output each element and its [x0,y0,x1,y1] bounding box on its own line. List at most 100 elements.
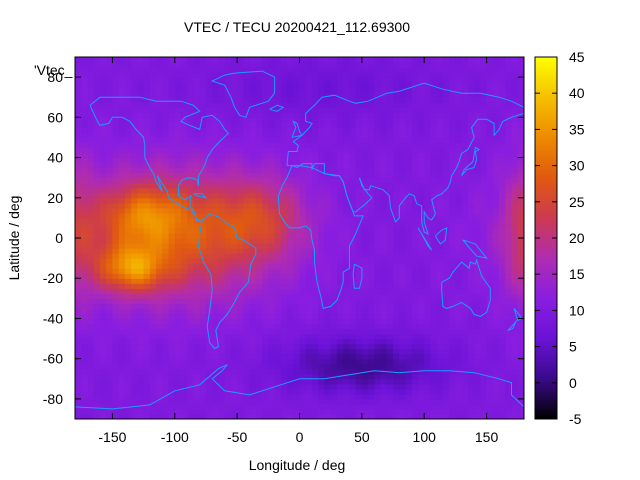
heatmap-cell [393,388,400,395]
heatmap-cell [361,388,369,395]
heatmap-cell [299,137,307,144]
heatmap-cell [393,87,400,93]
heatmap-cell [280,87,288,93]
heatmap-cell [174,268,182,274]
heatmap-cell [181,192,188,199]
heatmap-cell [480,383,488,390]
heatmap-cell [499,107,506,113]
heatmap-cell [318,132,326,139]
heatmap-cell [187,403,195,410]
heatmap-cell [212,152,220,159]
heatmap-cell [393,227,400,234]
heatmap-cell [467,232,475,239]
heatmap-cell [156,217,163,224]
heatmap-cell [106,413,114,419]
heatmap-cell [361,152,369,159]
heatmap-cell [405,373,413,380]
heatmap-cell [199,243,207,249]
heatmap-cell [417,273,425,279]
heatmap-cell [299,348,307,355]
heatmap-cell [311,393,319,400]
heatmap-cell [181,227,188,234]
heatmap-cell [449,107,457,113]
heatmap-cell [255,378,263,385]
heatmap-cell [81,67,89,73]
heatmap-cell [280,298,288,304]
heatmap-cell [93,142,101,149]
heatmap-cell [262,112,269,118]
heatmap-cell [436,398,444,405]
heatmap-cell [187,92,195,98]
heatmap-cell [380,373,388,380]
heatmap-cell [99,112,107,118]
heatmap-cell [455,333,463,340]
heatmap-cell [224,313,232,320]
heatmap-cell [430,393,438,400]
heatmap-cell [517,298,524,304]
heatmap-cell [193,167,201,174]
heatmap-cell [399,187,407,194]
heatmap-cell [249,313,257,320]
heatmap-cell [405,328,413,335]
heatmap-cell [162,227,170,234]
heatmap-cell [243,187,251,194]
heatmap-cell [149,182,157,189]
heatmap-cell [218,248,226,254]
heatmap-cell [399,403,407,410]
heatmap-cell [174,172,182,179]
heatmap-cell [199,338,207,345]
heatmap-cell [436,162,444,169]
heatmap-cell [262,87,269,93]
heatmap-cell [393,122,400,128]
heatmap-cell [268,207,276,214]
heatmap-cell [374,222,382,229]
heatmap-cell [99,187,107,194]
heatmap-cell [162,202,170,209]
heatmap-cell [218,217,226,224]
heatmap-cell [474,333,481,340]
heatmap-cell [368,293,375,299]
heatmap-cell [75,253,82,259]
heatmap-cell [330,182,338,189]
heatmap-cell [168,232,176,239]
heatmap-cell [461,278,469,284]
heatmap-cell [417,283,425,289]
heatmap-cell [230,192,238,199]
heatmap-cell [343,253,350,259]
heatmap-cell [187,373,195,380]
heatmap-cell [349,373,357,380]
heatmap-cell [212,253,220,259]
heatmap-cell [355,318,363,325]
heatmap-cell [212,97,220,103]
heatmap-cell [87,393,95,400]
heatmap-cell [143,187,151,194]
heatmap-cell [336,293,344,299]
heatmap-cell [274,403,282,410]
heatmap-cell [405,308,413,315]
heatmap-cell [293,167,301,174]
heatmap-cell [149,227,157,234]
heatmap-cell [218,288,226,294]
heatmap-cell [417,378,425,385]
heatmap-cell [293,333,301,340]
heatmap-cell [249,408,257,415]
heatmap-cell [305,303,313,309]
heatmap-cell [174,162,182,169]
heatmap-cell [87,383,95,390]
heatmap-cell [486,162,494,169]
heatmap-cell [112,408,120,415]
heatmap-cell [417,112,425,118]
heatmap-cell [511,263,519,269]
heatmap-cell [255,187,263,194]
heatmap-cell [486,338,494,345]
heatmap-cell [486,258,494,264]
heatmap-cell [361,142,369,149]
heatmap-cell [480,82,488,88]
heatmap-cell [212,303,220,309]
heatmap-cell [193,373,201,380]
heatmap-cell [287,383,294,390]
heatmap-cell [336,82,344,88]
heatmap-cell [449,227,457,234]
heatmap-cell [255,328,263,335]
heatmap-cell [449,398,457,405]
